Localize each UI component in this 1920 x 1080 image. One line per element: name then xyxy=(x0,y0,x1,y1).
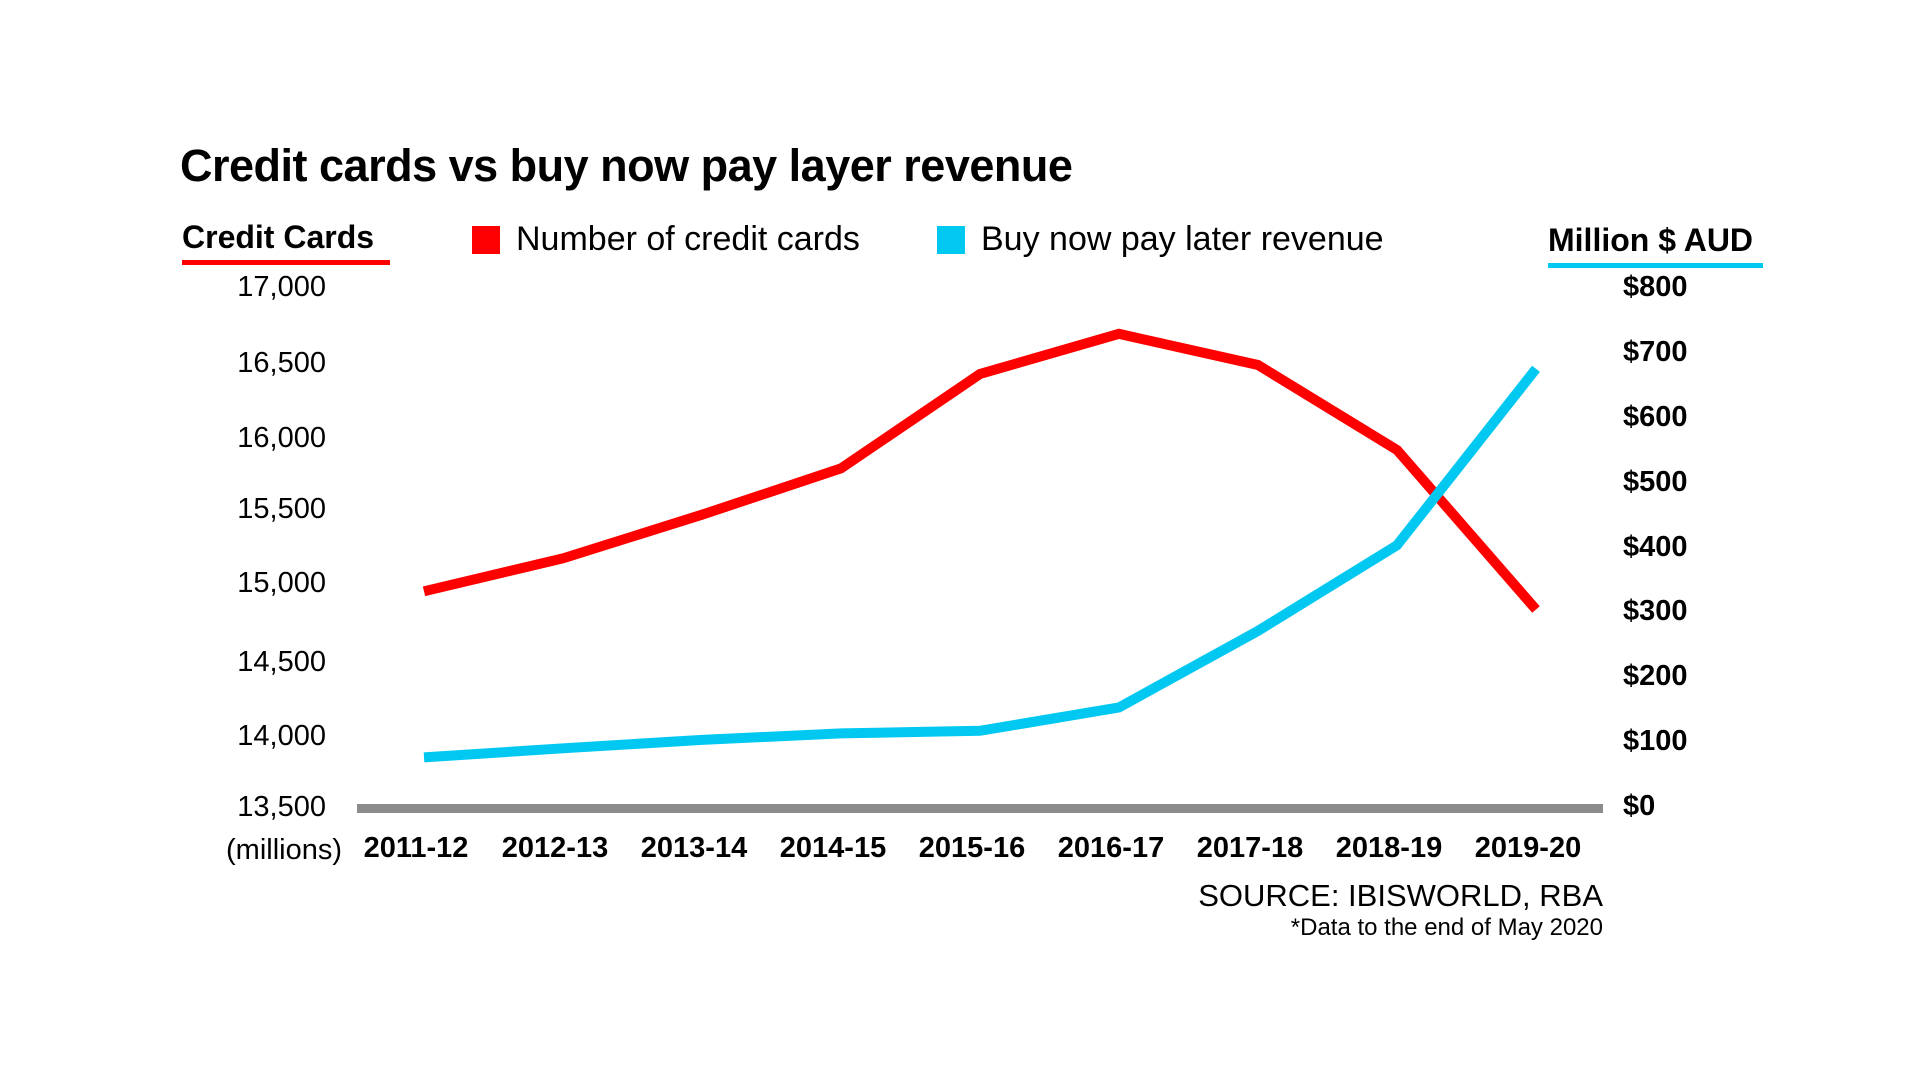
right-y-tick: $400 xyxy=(1623,530,1688,563)
x-tick: 2015-16 xyxy=(918,832,1026,864)
left-y-tick: 14,000 xyxy=(237,720,326,752)
left-y-tick: 16,500 xyxy=(237,347,326,379)
left-axis-title: Credit Cards xyxy=(182,219,375,255)
source-label: SOURCE: IBISWORLD, RBA xyxy=(1198,878,1603,913)
legend-item-credit-cards: Number of credit cards xyxy=(472,220,860,259)
left-y-tick: 15,500 xyxy=(237,493,326,525)
legend-swatch-blue-icon xyxy=(937,225,965,254)
x-tick: 2014-15 xyxy=(779,832,887,864)
left-y-tick: 14,500 xyxy=(237,646,326,678)
chart-title: Credit cards vs buy now pay layer revenu… xyxy=(180,140,1073,191)
right-y-tick: $700 xyxy=(1623,335,1688,368)
right-y-tick: $800 xyxy=(1623,271,1688,303)
left-axis-unit-label: (millions) xyxy=(226,834,342,866)
x-tick: 2011-12 xyxy=(363,832,469,864)
left-y-tick: 13,500 xyxy=(237,791,326,823)
left-y-tick: 17,000 xyxy=(237,271,326,303)
x-axis-baseline xyxy=(357,804,1603,813)
legend-label: Buy now pay later revenue xyxy=(981,220,1384,258)
series-line-bnpl-revenue xyxy=(423,365,1540,763)
x-tick: 2018-19 xyxy=(1335,832,1443,864)
footnote: *Data to the end of May 2020 xyxy=(1290,914,1603,941)
left-axis-title-underline xyxy=(182,260,390,265)
right-y-tick: $300 xyxy=(1623,595,1688,628)
legend-item-bnpl-revenue: Buy now pay later revenue xyxy=(937,220,1384,259)
right-y-tick: $500 xyxy=(1623,465,1688,498)
x-tick: 2012-13 xyxy=(501,832,609,864)
left-y-tick: 16,000 xyxy=(237,422,326,454)
legend-label: Number of credit cards xyxy=(516,220,860,258)
legend-swatch-red-icon xyxy=(472,225,500,254)
right-y-tick: $600 xyxy=(1623,400,1688,433)
x-tick: 2013-14 xyxy=(640,832,748,864)
x-tick: 2017-18 xyxy=(1196,832,1304,864)
right-y-tick: $100 xyxy=(1623,725,1688,758)
right-y-tick: $200 xyxy=(1623,660,1688,693)
right-axis-title-underline xyxy=(1548,263,1763,268)
x-tick: 2019-20 xyxy=(1474,832,1582,864)
right-y-tick: $0 xyxy=(1623,790,1656,822)
left-y-tick: 15,000 xyxy=(237,567,326,599)
right-axis-title: Million $ AUD xyxy=(1548,222,1754,258)
x-tick: 2016-17 xyxy=(1057,832,1165,864)
